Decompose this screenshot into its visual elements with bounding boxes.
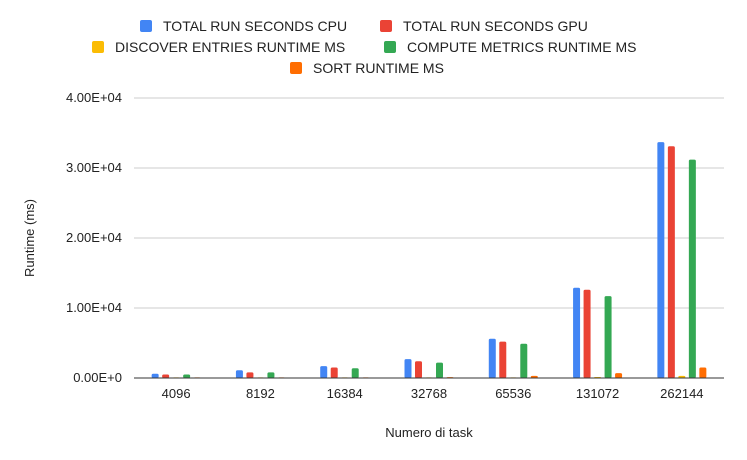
bar-compute-metrics-runtime-ms-8192[interactable] xyxy=(267,372,275,378)
legend-swatch-total-run-seconds-cpu[interactable] xyxy=(140,20,152,32)
x-tick-label: 32768 xyxy=(411,386,447,401)
bar-total-run-seconds-gpu-32768[interactable] xyxy=(415,361,422,378)
y-tick-label: 3.00E+04 xyxy=(66,160,122,175)
legend-label-compute-metrics-runtime-ms[interactable]: COMPUTE METRICS RUNTIME MS xyxy=(407,39,636,55)
legend-swatch-total-run-seconds-gpu[interactable] xyxy=(380,20,392,32)
y-tick-label: 2.00E+04 xyxy=(66,230,122,245)
y-axis-title: Runtime (ms) xyxy=(22,199,37,277)
bar-total-run-seconds-cpu-262144[interactable] xyxy=(657,142,665,378)
legend-label-total-run-seconds-cpu[interactable]: TOTAL RUN SECONDS CPU xyxy=(163,18,347,34)
bar-total-run-seconds-gpu-131072[interactable] xyxy=(583,289,591,378)
bar-sort-runtime-ms-65536[interactable] xyxy=(530,375,538,378)
x-tick-label: 131072 xyxy=(576,386,619,401)
bars xyxy=(151,142,707,379)
x-tick-label: 16384 xyxy=(327,386,363,401)
bar-discover-entries-runtime-ms-262144[interactable] xyxy=(678,375,686,378)
legend: TOTAL RUN SECONDS CPU TOTAL RUN SECONDS G… xyxy=(92,18,636,76)
bar-compute-metrics-runtime-ms-32768[interactable] xyxy=(436,362,443,378)
legend-label-total-run-seconds-gpu[interactable]: TOTAL RUN SECONDS GPU xyxy=(403,18,588,34)
legend-label-discover-entries-runtime-ms[interactable]: DISCOVER ENTRIES RUNTIME MS xyxy=(115,39,345,55)
y-axis-ticks: 0.00E+0 1.00E+04 2.00E+04 3.00E+04 4.00E+04 xyxy=(66,90,122,385)
legend-swatch-sort-runtime-ms[interactable] xyxy=(290,62,302,74)
bar-compute-metrics-runtime-ms-65536[interactable] xyxy=(520,343,528,378)
x-tick-label: 65536 xyxy=(495,386,531,401)
bar-total-run-seconds-gpu-262144[interactable] xyxy=(667,146,675,378)
gridlines xyxy=(134,97,724,309)
bar-total-run-seconds-gpu-8192[interactable] xyxy=(246,372,254,378)
bar-total-run-seconds-cpu-8192[interactable] xyxy=(235,370,243,378)
bar-compute-metrics-runtime-ms-16384[interactable] xyxy=(351,368,359,378)
x-axis-title: Numero di task xyxy=(385,425,473,440)
y-tick-label: 4.00E+04 xyxy=(66,90,122,105)
bar-compute-metrics-runtime-ms-262144[interactable] xyxy=(688,159,696,378)
bar-total-run-seconds-cpu-16384[interactable] xyxy=(320,366,328,378)
bar-sort-runtime-ms-131072[interactable] xyxy=(615,373,623,378)
legend-swatch-discover-entries-runtime-ms[interactable] xyxy=(92,41,104,53)
legend-label-sort-runtime-ms[interactable]: SORT RUNTIME MS xyxy=(313,60,444,76)
x-tick-label: 8192 xyxy=(246,386,275,401)
y-tick-label: 1.00E+04 xyxy=(66,300,122,315)
bar-sort-runtime-ms-262144[interactable] xyxy=(699,367,707,379)
x-tick-label: 4096 xyxy=(162,386,191,401)
bar-total-run-seconds-cpu-131072[interactable] xyxy=(573,287,581,378)
bar-compute-metrics-runtime-ms-131072[interactable] xyxy=(604,296,612,378)
bar-total-run-seconds-gpu-4096[interactable] xyxy=(162,374,170,379)
bar-total-run-seconds-cpu-32768[interactable] xyxy=(404,359,412,378)
legend-swatch-compute-metrics-runtime-ms[interactable] xyxy=(384,41,396,53)
x-tick-label: 262144 xyxy=(660,386,703,401)
bar-total-run-seconds-gpu-16384[interactable] xyxy=(330,367,338,379)
bar-total-run-seconds-cpu-4096[interactable] xyxy=(151,373,159,378)
bar-total-run-seconds-cpu-65536[interactable] xyxy=(488,338,496,378)
y-tick-label: 0.00E+0 xyxy=(73,370,122,385)
bar-compute-metrics-runtime-ms-4096[interactable] xyxy=(183,374,191,379)
x-axis-ticks: 4096 8192 16384 32768 65536 131072 262144 xyxy=(162,386,704,401)
bar-total-run-seconds-gpu-65536[interactable] xyxy=(499,341,507,378)
